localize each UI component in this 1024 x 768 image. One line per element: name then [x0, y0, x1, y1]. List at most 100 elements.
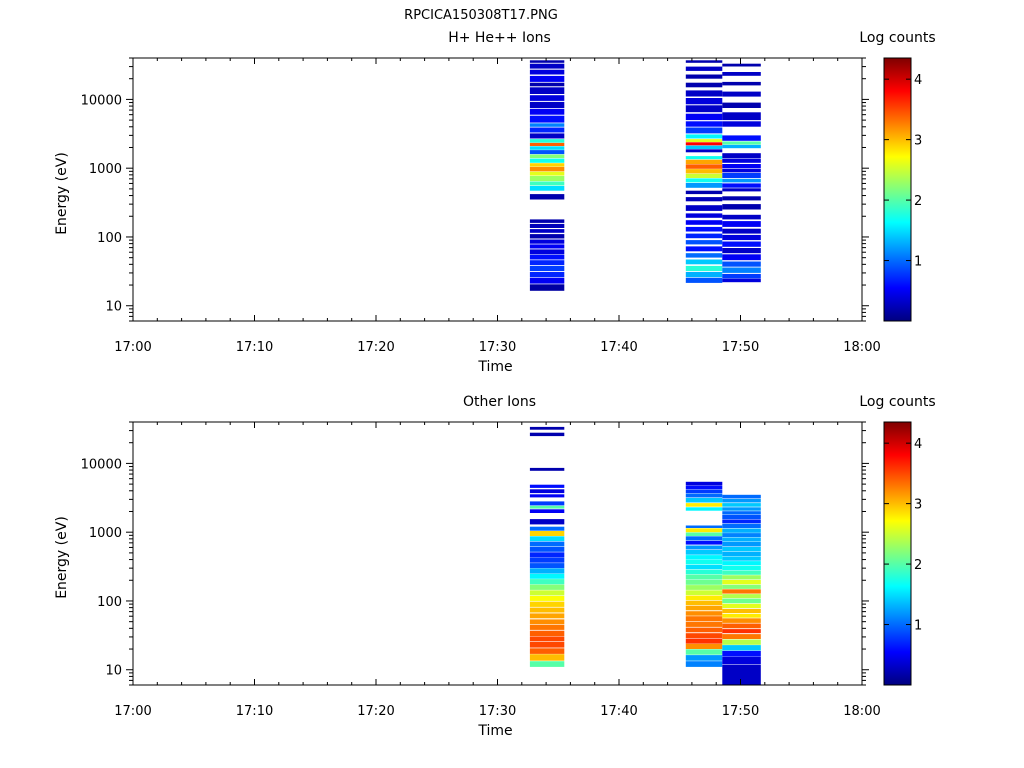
x-axis-label: Time — [477, 723, 512, 739]
x-tick-label: 18:00 — [843, 340, 880, 355]
data-cell — [722, 228, 761, 234]
colorbar-tick-label: 4 — [914, 437, 922, 452]
data-cell — [722, 144, 761, 149]
data-cell — [685, 190, 723, 195]
y-tick-label: 10000 — [81, 93, 122, 108]
x-tick-label: 17:20 — [357, 340, 394, 355]
data-cell — [685, 271, 723, 278]
data-cell — [722, 254, 761, 261]
data-cell — [722, 533, 761, 537]
data-cell — [722, 81, 761, 86]
data-cell — [722, 507, 761, 511]
data-cell — [685, 661, 723, 667]
spectrogram-data — [529, 426, 761, 685]
data-cell — [685, 569, 723, 575]
data-cell — [529, 563, 565, 569]
data-cell — [529, 509, 565, 513]
panel-title: H+ He++ Ions — [448, 30, 551, 46]
y-tick-label: 1000 — [89, 162, 122, 177]
data-cell — [722, 645, 761, 651]
data-cell — [722, 511, 761, 515]
data-cell — [529, 150, 565, 155]
data-cell — [685, 127, 723, 134]
data-cell — [722, 608, 761, 613]
data-cell — [529, 115, 565, 123]
data-cell — [529, 265, 565, 271]
data-cell — [529, 63, 565, 69]
data-cell — [529, 87, 565, 94]
data-cell — [722, 221, 761, 227]
data-cell — [722, 523, 761, 528]
data-cell — [685, 627, 723, 633]
data-cell — [722, 141, 761, 145]
data-cell — [529, 648, 565, 654]
data-cell — [685, 173, 723, 178]
data-cell — [529, 630, 565, 636]
data-cell — [722, 519, 761, 524]
data-cell — [685, 134, 723, 139]
data-cell — [722, 657, 761, 665]
data-cell — [685, 98, 723, 105]
data-cell — [529, 654, 565, 661]
data-cell — [685, 493, 723, 498]
data-cell — [529, 557, 565, 563]
data-cell — [685, 121, 723, 127]
data-cell — [722, 542, 761, 547]
data-cell — [529, 579, 565, 585]
data-cell — [722, 72, 761, 76]
data-cell — [722, 598, 761, 604]
data-cell — [529, 661, 565, 667]
data-cell — [685, 259, 723, 265]
data-cell — [685, 246, 723, 252]
data-cell — [722, 537, 761, 542]
data-cell — [722, 603, 761, 608]
data-cell — [722, 261, 761, 267]
data-cell — [722, 618, 761, 623]
data-cell — [722, 629, 761, 634]
y-tick-label: 10000 — [81, 457, 122, 472]
data-cell — [722, 623, 761, 629]
data-cell — [685, 183, 723, 188]
data-cell — [685, 611, 723, 616]
data-cell — [685, 595, 723, 601]
data-cell — [685, 621, 723, 627]
colorbar-tick-label: 1 — [914, 255, 922, 270]
figure-title: RPCICA150308T17.PNG — [404, 8, 558, 23]
data-cell — [722, 561, 761, 566]
data-cell — [685, 139, 723, 143]
data-cell — [685, 605, 723, 611]
data-cell — [685, 532, 723, 536]
x-tick-label: 17:30 — [479, 704, 516, 719]
data-cell — [685, 585, 723, 590]
x-tick-label: 17:00 — [114, 340, 151, 355]
colorbar-tick-label: 3 — [914, 498, 922, 513]
y-tick-label: 100 — [97, 595, 122, 610]
data-cell — [529, 641, 565, 648]
data-cell — [529, 249, 565, 255]
colorbar-gradient — [883, 421, 912, 686]
data-cell — [685, 156, 723, 160]
data-cell — [529, 277, 565, 284]
data-cell — [722, 580, 761, 585]
data-cell — [529, 568, 565, 574]
data-cell — [722, 267, 761, 273]
data-cell — [529, 127, 565, 133]
data-cell — [529, 101, 565, 108]
data-cell — [722, 214, 761, 220]
data-cell — [529, 75, 565, 82]
data-cell — [722, 515, 761, 520]
data-cell — [722, 102, 761, 108]
colorbar: 1 2 3 4 Log counts — [859, 30, 936, 322]
data-cell — [685, 643, 723, 649]
data-cell — [722, 664, 761, 685]
data-cell — [685, 74, 723, 79]
data-cell — [529, 596, 565, 601]
data-cell — [722, 565, 761, 571]
data-cell — [685, 574, 723, 580]
data-cell — [685, 113, 723, 121]
data-cell — [685, 149, 723, 153]
data-cell — [685, 540, 723, 545]
data-cell — [529, 607, 565, 613]
data-cell — [722, 153, 761, 159]
x-tick-label: 17:30 — [479, 340, 516, 355]
